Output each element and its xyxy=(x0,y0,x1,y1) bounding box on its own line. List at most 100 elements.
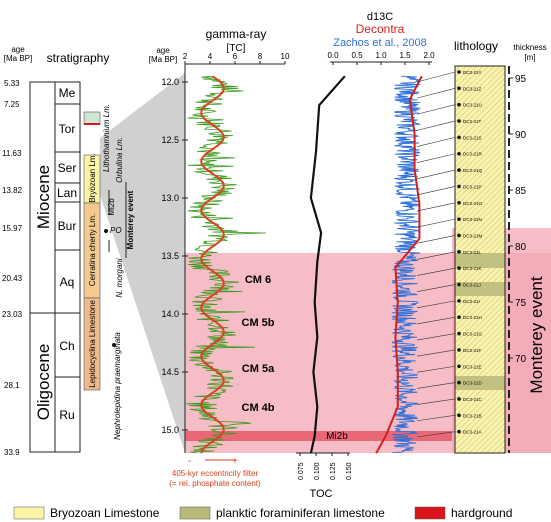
mi2b-label: Mi2b xyxy=(326,431,348,442)
toc-label: TOC xyxy=(309,488,332,500)
sample-label: DC3-21K xyxy=(463,266,482,271)
sample-label: DC3-21L xyxy=(463,250,482,255)
sample-dot xyxy=(457,348,461,352)
age-tick-label: 14.0 xyxy=(161,309,179,319)
age-7.25: 7.25 xyxy=(4,100,20,109)
stage-lan: Lan xyxy=(57,186,77,200)
sample-dot xyxy=(457,168,461,172)
sample-tie-line xyxy=(416,365,456,373)
sample-tie-line xyxy=(416,251,456,260)
sample-tie-line xyxy=(416,104,456,115)
label-nephrolepidina: Nephrolepidina praemarginata xyxy=(113,332,122,440)
sample-dot xyxy=(457,250,461,254)
age-28.1: 28.1 xyxy=(4,381,20,390)
d13c-zachos: Zachos et al., 2008 xyxy=(333,37,427,49)
sample-dot xyxy=(457,299,461,303)
gamma-unit: [TC] xyxy=(227,43,246,54)
sample-dot xyxy=(457,119,461,123)
sample-dot xyxy=(457,315,461,320)
sample-tie-line xyxy=(416,71,456,83)
sample-tie-line xyxy=(416,137,456,147)
legend-label-planktic: planktic foraminiferan limestone xyxy=(216,506,385,520)
gamma-title: gamma-ray xyxy=(206,27,267,41)
legend-swatch-bryozoan xyxy=(13,506,45,520)
sample-label: DC3-21U xyxy=(463,103,482,108)
d13c-title: d13C xyxy=(367,11,393,23)
sample-label: DC3-21A xyxy=(463,430,482,435)
sample-tie-line xyxy=(416,333,456,341)
sample-tie-line xyxy=(416,153,456,163)
sample-dot xyxy=(457,364,461,369)
legend-swatch-hardground xyxy=(414,506,446,520)
sample-tie-line xyxy=(416,284,456,292)
filter-minus: - xyxy=(188,456,191,467)
toc-curve xyxy=(309,75,346,454)
thickness-tick-label: 95 xyxy=(515,74,527,85)
sample-tie-line xyxy=(416,415,456,422)
sample-dot xyxy=(457,233,461,238)
cm4b-label: CM 4b xyxy=(242,402,275,414)
toc-tick-label: 0.100 xyxy=(314,462,321,480)
age-5.33: 5.33 xyxy=(4,79,20,88)
sample-label: DC3-21J xyxy=(463,283,481,288)
label-n-morgani: N. morgani xyxy=(115,258,124,297)
sample-label: DC3-21R xyxy=(463,152,483,157)
age-tick-label: 14.5 xyxy=(161,367,179,377)
label-orbulina: Orbulina Lm. xyxy=(115,137,124,183)
sample-tie-line xyxy=(416,235,456,244)
legend-label-hardground: hardground xyxy=(451,506,512,520)
unit-lepidocyclina: Lepidocyclina Limestone xyxy=(88,300,97,388)
age-13.82: 13.82 xyxy=(2,186,23,195)
sample-tie-line xyxy=(416,267,456,276)
age-20.43: 20.43 xyxy=(2,274,23,283)
unit-cerratina: Cerratina cherty Lm. xyxy=(88,214,97,286)
sample-dot xyxy=(457,413,461,418)
sample-label: DC3-21B xyxy=(463,413,482,418)
thickness-tick-label: 75 xyxy=(515,298,527,309)
filter-caption: 405-kyr eccentricity filter xyxy=(172,469,259,478)
cm6-label: CM 6 xyxy=(245,274,271,286)
sample-label: DC3-21H xyxy=(463,315,482,320)
gamma-ray-curve xyxy=(186,75,266,454)
sample-label: DC3-21T xyxy=(463,119,482,124)
gamma-tick-label: 4 xyxy=(208,52,213,61)
sample-dot xyxy=(457,135,461,140)
sample-dot xyxy=(457,380,461,385)
age-tick-label: 13.0 xyxy=(161,193,179,203)
sample-dot xyxy=(457,331,461,336)
d13c-tick-label: 0.5 xyxy=(351,51,363,60)
zoom-wedge xyxy=(100,73,185,453)
stage-me: Me xyxy=(59,86,76,100)
sample-dot xyxy=(457,217,461,221)
gamma-tick-label: 6 xyxy=(233,52,238,61)
lithology-panel: lithology thickness [m] DC3-21Y DC3-21Z DC… xyxy=(416,39,547,454)
gamma-tick-label: 2 xyxy=(183,52,188,61)
gamma-age-header-1: age xyxy=(156,46,170,55)
age-15.97: 15.97 xyxy=(2,224,23,233)
sample-tie-line xyxy=(416,349,456,357)
d13c-decontra: Decontra xyxy=(356,22,405,36)
age-tick-label: 13.5 xyxy=(161,251,179,261)
sample-label: DC3-21G xyxy=(463,332,483,337)
sample-tie-line xyxy=(416,120,456,131)
filter-subcaption: (= rel. phosphate content) xyxy=(169,479,261,488)
legend: Bryozoan Limestone planktic foraminifera… xyxy=(13,506,512,520)
sample-tie-line xyxy=(416,300,456,309)
thickness-tick-label: 70 xyxy=(515,354,527,365)
sample-label: DC3-21I xyxy=(463,299,480,304)
age-header-1: age xyxy=(11,45,25,54)
thickness-tick-label: 80 xyxy=(515,242,527,253)
stage-ru: Ru xyxy=(59,408,74,422)
sample-tie-line xyxy=(416,186,456,196)
sample-tie-line xyxy=(416,202,456,212)
gamma-tick-label: 8 xyxy=(258,52,263,61)
sample-dot xyxy=(457,102,461,107)
thickness-tick-label: 90 xyxy=(515,130,527,141)
label-monterey: Monterey event xyxy=(126,190,135,249)
d13c-tick-label: 0.0 xyxy=(327,51,339,60)
sample-tie-line xyxy=(416,431,456,438)
sample-tie-line xyxy=(416,169,456,180)
sample-label: DC3-21D xyxy=(463,381,483,386)
sample-tie-line xyxy=(416,398,456,405)
sample-label: DC3-21P xyxy=(463,184,482,189)
